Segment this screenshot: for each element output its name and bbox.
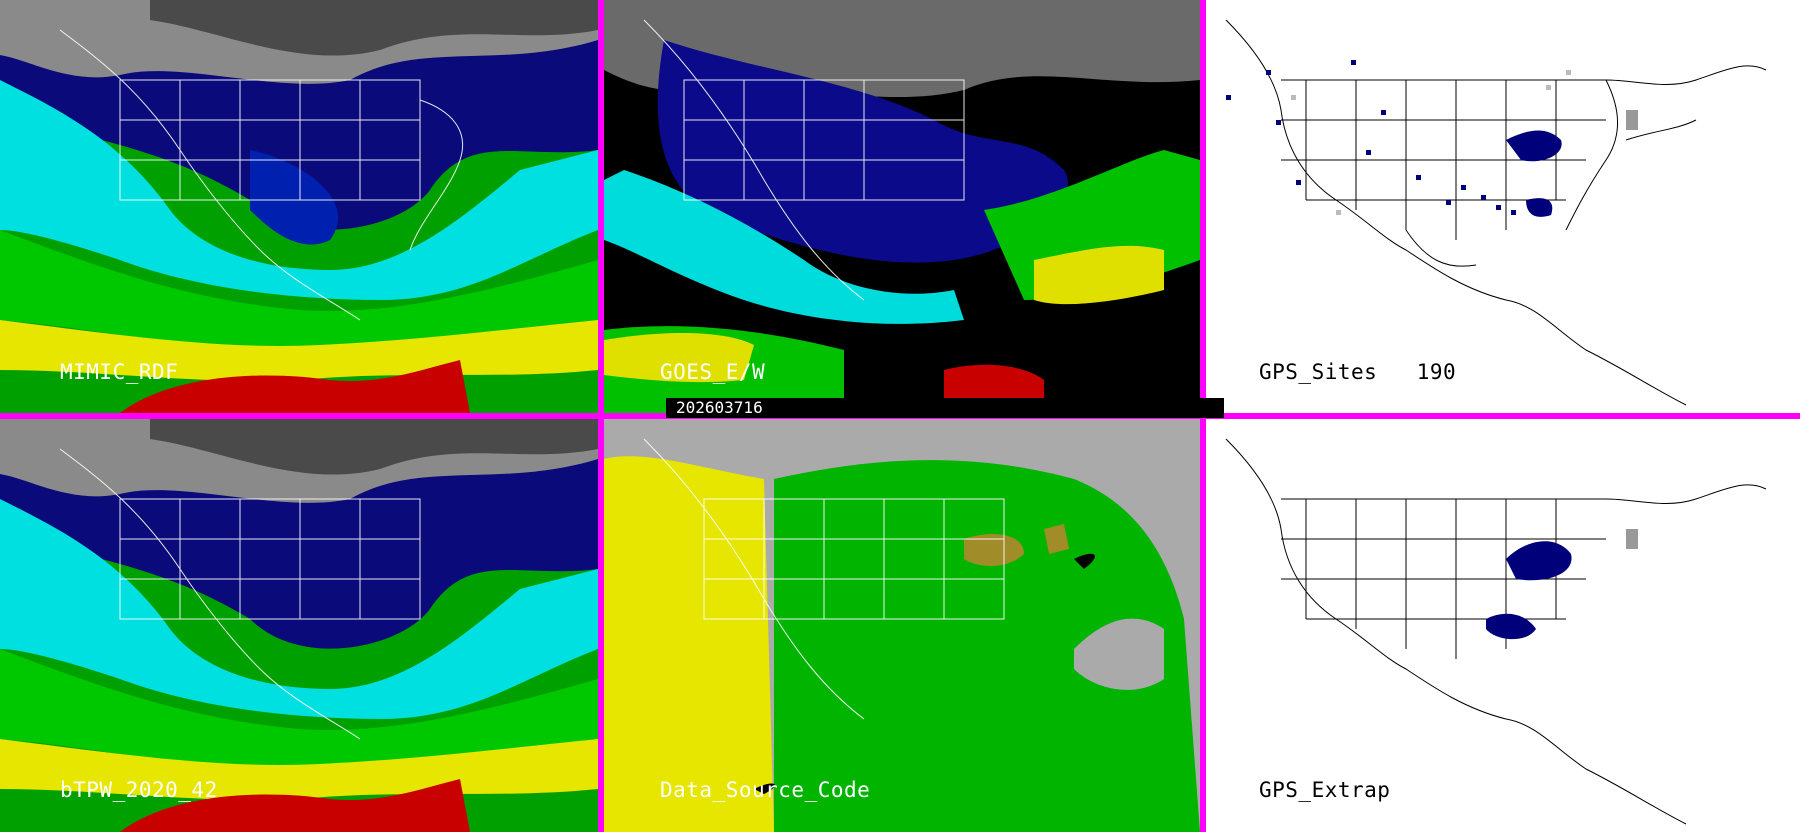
- timestamp-label: 202603716: [666, 398, 1224, 418]
- gps-sites-panel: GPS_Sites 190: [1206, 0, 1800, 413]
- panel-label: GPS_Sites 190: [1259, 360, 1457, 384]
- btpw-panel: bTPW_2020_42: [0, 419, 598, 832]
- tpw-map: [0, 419, 598, 832]
- panel-label: GOES_E/W: [660, 360, 766, 384]
- data-source-code-panel: Data_Source_Code: [604, 419, 1200, 832]
- gps-sites-map: [1225, 19, 1767, 406]
- data-source-map: [604, 419, 1200, 832]
- panel-label: GPS_Extrap: [1259, 778, 1391, 802]
- goes-map: [604, 0, 1200, 413]
- gps-extrap-map: [1225, 438, 1767, 825]
- panel-label: MIMIC_RDF: [60, 360, 179, 384]
- gps-extrap-panel: GPS_Extrap: [1206, 419, 1800, 832]
- tpw-map: [0, 0, 598, 413]
- panel-label: Data_Source_Code: [660, 778, 871, 802]
- goes-ew-panel: GOES_E/W: [604, 0, 1200, 413]
- panel-label: bTPW_2020_42: [60, 778, 218, 802]
- mimic-rdf-panel: MIMIC_RDF: [0, 0, 598, 413]
